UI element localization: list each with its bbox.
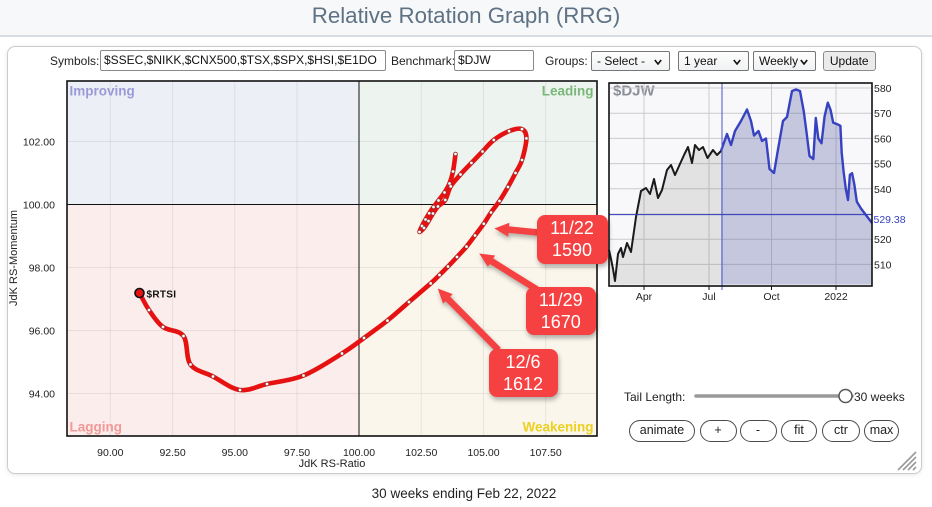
svg-text:107.50: 107.50	[530, 447, 562, 459]
svg-text:540: 540	[874, 184, 892, 196]
svg-text:97.50: 97.50	[284, 447, 310, 459]
svg-text:100.00: 100.00	[343, 447, 375, 459]
svg-text:529.38: 529.38	[874, 214, 906, 226]
svg-text:94.00: 94.00	[29, 389, 55, 401]
svg-text:$RTSI: $RTSI	[147, 290, 177, 301]
svg-text:90.00: 90.00	[97, 447, 123, 459]
svg-text:96.00: 96.00	[29, 326, 55, 338]
svg-text:550: 550	[874, 159, 892, 171]
svg-text:JdK RS-Momentum: JdK RS-Momentum	[8, 210, 20, 306]
svg-text:Improving: Improving	[70, 83, 135, 98]
svg-text:2022: 2022	[824, 291, 848, 303]
svg-text:92.50: 92.50	[159, 447, 185, 459]
svg-text:$DJW: $DJW	[613, 83, 656, 100]
svg-text:560: 560	[874, 133, 892, 145]
svg-text:520: 520	[874, 234, 892, 246]
svg-text:Lagging: Lagging	[70, 420, 123, 435]
svg-text:102.00: 102.00	[23, 137, 55, 149]
svg-text:Apr: Apr	[636, 291, 653, 303]
svg-text:95.00: 95.00	[222, 447, 248, 459]
svg-text:510: 510	[874, 259, 892, 271]
svg-text:570: 570	[874, 108, 892, 120]
svg-text:98.00: 98.00	[29, 263, 55, 275]
svg-text:100.00: 100.00	[23, 200, 55, 212]
svg-text:580: 580	[874, 83, 892, 95]
svg-text:Weakening: Weakening	[522, 420, 593, 435]
svg-text:Oct: Oct	[763, 291, 779, 303]
svg-text:Jul: Jul	[702, 291, 715, 303]
svg-text:JdK RS-Ratio: JdK RS-Ratio	[299, 458, 366, 470]
svg-text:105.00: 105.00	[467, 447, 499, 459]
svg-text:102.50: 102.50	[405, 447, 437, 459]
svg-text:Leading: Leading	[542, 83, 594, 98]
